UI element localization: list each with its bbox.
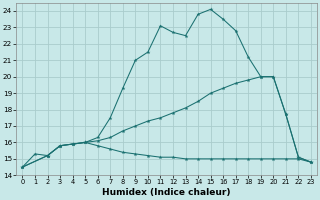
X-axis label: Humidex (Indice chaleur): Humidex (Indice chaleur) <box>102 188 231 197</box>
